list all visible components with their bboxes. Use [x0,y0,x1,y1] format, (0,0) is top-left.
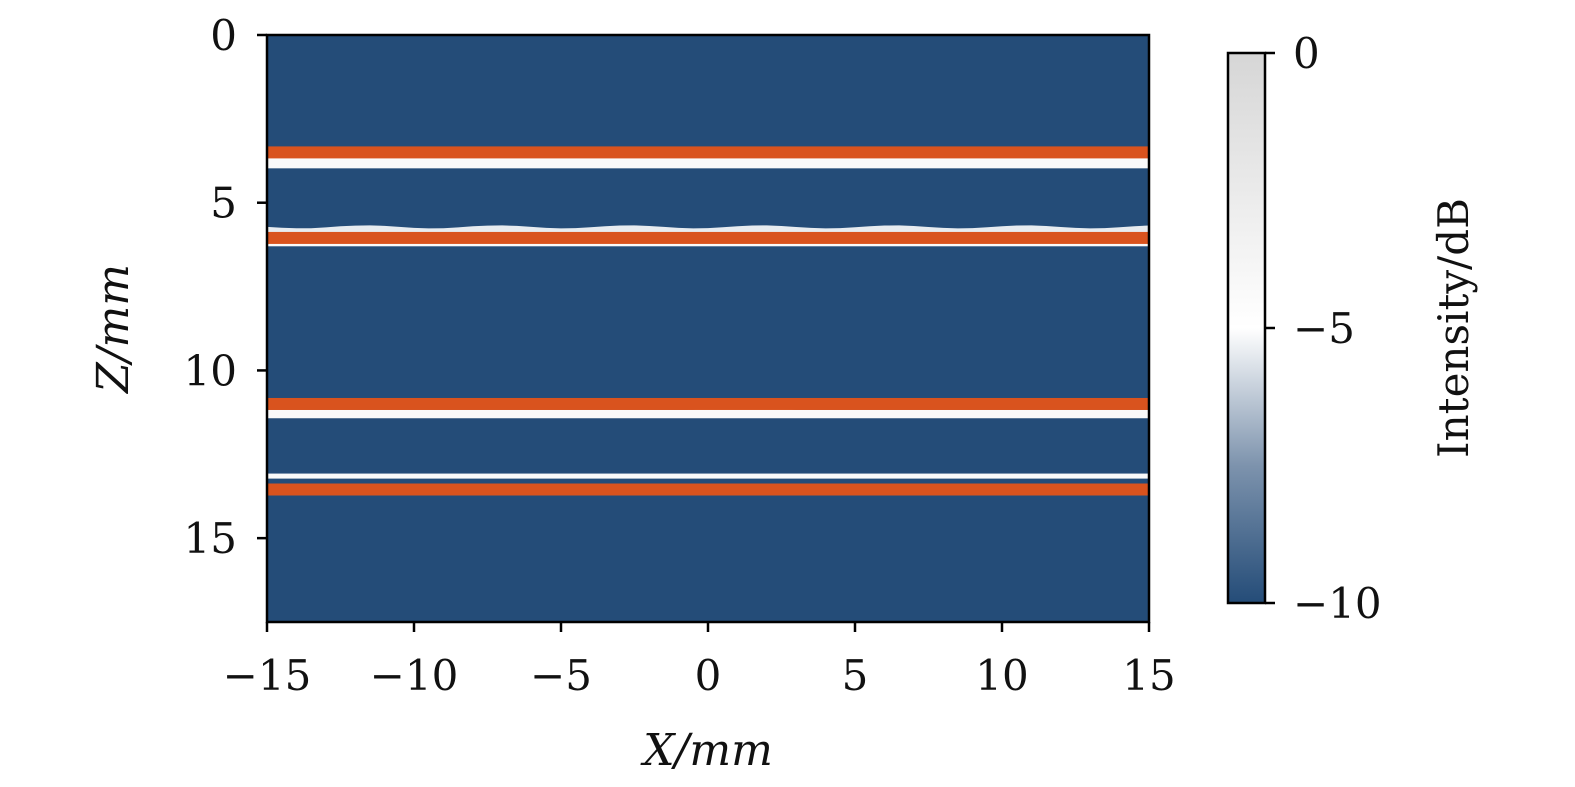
y-tick-label: 15 [184,514,237,563]
x-tick-label: −5 [530,651,592,700]
band-reflection-3 [267,401,1149,419]
colorbar-tick-label: −10 [1293,579,1382,628]
overlay-line-3 [267,397,1149,410]
colorbar-gradient [1226,51,1267,605]
y-tick-label: 5 [210,179,237,228]
x-tick-label: −10 [370,651,459,700]
y-tick-label: 10 [184,346,237,395]
band-reflection-2b [267,243,1149,247]
x-tick-label: −15 [223,651,312,700]
colorbar-label: Intensity/dB [1429,198,1478,458]
band-reflection-4 [267,473,1149,479]
y-tick-label: 0 [210,11,237,60]
x-tick-label: 10 [975,651,1028,700]
x-axis: −15 −10 −5 0 5 10 15 [223,622,1176,700]
colorbar: 0 −5 −10 Intensity/dB [1226,29,1478,628]
overlay-lines [267,146,1149,496]
y-axis: 0 5 10 15 [184,11,267,563]
plot-background [267,35,1149,622]
colorbar-ticks: 0 −5 −10 [1265,29,1382,628]
overlay-line-1 [267,146,1149,159]
colorbar-tick-label: 0 [1293,29,1320,78]
x-tick-label: 15 [1122,651,1175,700]
band-reflection-1 [267,156,1149,169]
overlay-line-4 [267,483,1149,496]
plot-area [267,35,1149,622]
x-tick-label: 0 [695,651,722,700]
x-tick-label: 5 [842,651,869,700]
y-axis-label: Z/mm [88,264,139,395]
colorbar-tick-label: −5 [1293,304,1355,353]
x-axis-label: X/mm [640,725,773,776]
overlay-line-2 [267,231,1149,244]
